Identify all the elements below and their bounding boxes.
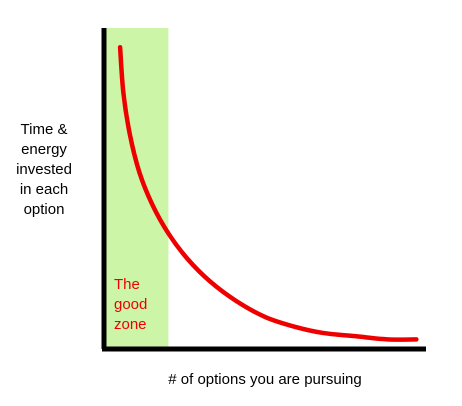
y-axis-label: Time & energy invested in each option: [16, 121, 72, 218]
good-zone-label: The good zone: [114, 276, 148, 333]
x-axis-label: # of options you are pursuing: [168, 371, 362, 388]
series-line: [117, 45, 419, 342]
good-zone-band: [104, 28, 169, 349]
